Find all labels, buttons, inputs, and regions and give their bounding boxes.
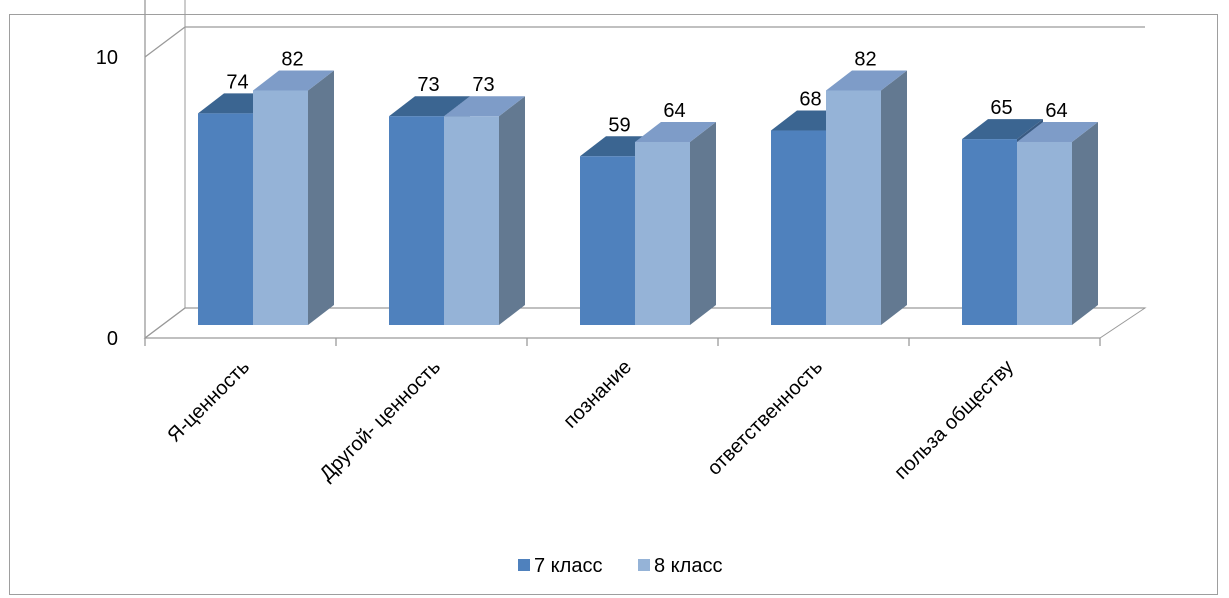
bar-side	[308, 70, 334, 325]
data-label: 82	[854, 48, 876, 70]
bar-front	[198, 113, 253, 325]
bar	[826, 70, 907, 325]
legend-item: 8 класс	[638, 555, 722, 577]
x-tick-label: познание	[559, 356, 636, 433]
bar-front	[253, 90, 308, 325]
bar-side	[881, 70, 907, 325]
x-tick-label: Другой- ценность	[316, 356, 445, 485]
bar-top	[253, 70, 334, 91]
data-label: 64	[1045, 100, 1067, 122]
data-label: 68	[799, 89, 821, 111]
data-label: 59	[608, 114, 630, 136]
bar-front	[826, 90, 881, 325]
data-label: 74	[226, 71, 248, 93]
legend: 7 класс 8 класс	[518, 555, 722, 577]
bar-front	[771, 130, 826, 325]
bar-front	[580, 156, 635, 325]
bar-side	[1072, 121, 1098, 326]
bar-top	[444, 96, 525, 117]
bar-side	[690, 121, 716, 326]
x-tick-label: Я-ценность	[163, 356, 254, 447]
side-wall	[144, 0, 186, 339]
y-tick-label: 10	[96, 47, 118, 69]
bar-top	[962, 119, 1043, 140]
legend-item: 7 класс	[518, 555, 602, 577]
bar-top	[389, 96, 470, 117]
bar-side	[499, 96, 525, 325]
legend-swatch	[638, 559, 650, 571]
bar-front	[962, 139, 1017, 325]
y-tick-label: 0	[107, 328, 118, 350]
x-axis-ticks: Я-ценность Другой- ценность познание ответс…	[163, 356, 1018, 485]
bar-top	[1017, 121, 1098, 142]
bar	[253, 70, 334, 325]
data-labels: 74 82 73 73 59 64 68 82 65 64	[226, 48, 1067, 136]
gridline	[144, 26, 1145, 58]
x-tick-label: ответственность	[703, 356, 827, 480]
bar-front	[1017, 141, 1072, 325]
bar-top	[635, 121, 716, 142]
data-label: 73	[472, 74, 494, 96]
legend-label: 8 класс	[654, 555, 722, 577]
bars	[198, 70, 1098, 326]
data-label: 64	[663, 100, 685, 122]
bar-front	[635, 141, 690, 325]
bar	[1017, 121, 1098, 326]
bar-top	[826, 70, 907, 91]
axes	[144, 0, 1101, 346]
bar	[444, 96, 525, 325]
data-label: 65	[990, 97, 1012, 119]
data-label: 82	[281, 48, 303, 70]
legend-label: 7 класс	[534, 555, 602, 577]
bar-front	[389, 116, 444, 325]
legend-swatch	[518, 559, 530, 571]
y-axis-ticks: 0102030405060708090	[96, 47, 118, 350]
data-label: 73	[417, 74, 439, 96]
x-tick-label: польза обществу	[890, 356, 1018, 484]
bar	[635, 121, 716, 326]
bar-front	[444, 116, 499, 325]
